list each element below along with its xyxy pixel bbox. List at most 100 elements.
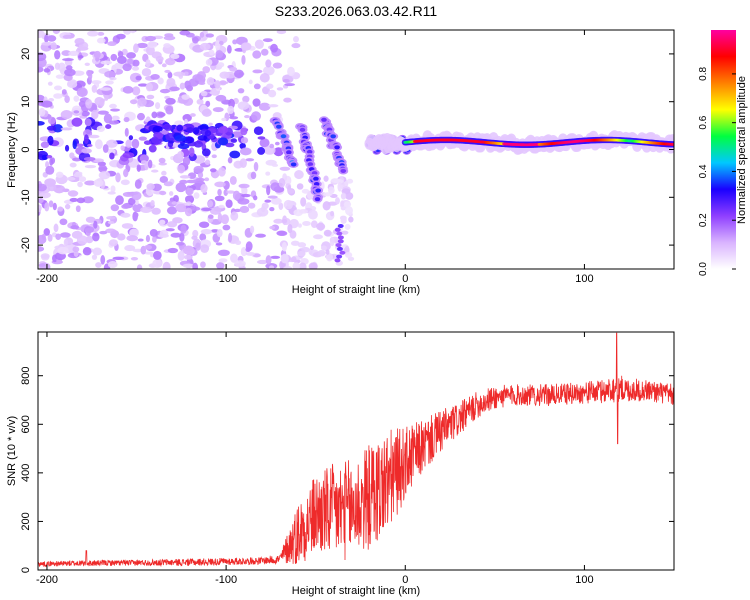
- noise-blob: [337, 182, 343, 192]
- noise-blob: [69, 197, 79, 203]
- noise-blob: [325, 249, 330, 255]
- noise-blob: [179, 30, 191, 36]
- snr-y-tick-label: 400: [20, 464, 32, 482]
- noise-blob: [68, 50, 80, 57]
- spectrogram-y-tick-label: 10: [20, 96, 32, 108]
- noise-blob: [165, 97, 176, 105]
- noise-blob: [330, 210, 335, 217]
- noise-blob: [220, 214, 230, 225]
- noise-blob: [297, 250, 306, 257]
- noise-blob: [282, 79, 290, 83]
- noise-blob: [202, 148, 211, 157]
- stripe-core: [306, 149, 313, 154]
- noise-blob: [261, 48, 269, 56]
- noise-blob: [146, 94, 155, 100]
- colorbar-tick-label: 0.6: [698, 115, 709, 129]
- noise-blob: [110, 53, 118, 62]
- noise-blob: [76, 235, 88, 245]
- noise-blob: [175, 203, 187, 213]
- noise-blob: [91, 80, 102, 85]
- band-blob: [152, 125, 163, 133]
- noise-blob: [60, 110, 73, 120]
- noise-blob: [159, 88, 171, 94]
- noise-blob: [61, 89, 67, 95]
- noise-blob: [227, 105, 235, 115]
- noise-blob: [63, 238, 69, 247]
- noise-blob: [317, 250, 326, 257]
- noise-blob: [251, 111, 261, 122]
- noise-blob: [111, 115, 120, 121]
- noise-blob: [189, 113, 196, 117]
- noise-blob: [272, 62, 283, 69]
- noise-blob: [92, 232, 100, 242]
- noise-blob: [227, 157, 233, 164]
- noise-blob: [193, 192, 200, 199]
- noise-blob: [173, 71, 186, 77]
- noise-blob: [240, 137, 249, 144]
- stripe-core: [290, 162, 297, 167]
- noise-blob: [163, 181, 173, 187]
- noise-blob: [78, 100, 86, 108]
- stripe-tail: [335, 243, 342, 248]
- chart-title: S233.2026.063.03.42.R11: [275, 3, 438, 19]
- noise-blob: [91, 254, 98, 260]
- noise-blob: [197, 171, 204, 179]
- noise-blob: [249, 225, 255, 234]
- snr-x-tick-label: 100: [575, 574, 593, 586]
- noise-blob: [204, 159, 211, 166]
- noise-blob: [174, 120, 184, 127]
- noise-blob: [276, 30, 287, 35]
- noise-blob: [346, 178, 354, 184]
- noise-blob: [78, 55, 84, 59]
- noise-blob: [185, 179, 198, 184]
- noise-blob: [329, 236, 335, 247]
- noise-blob: [212, 107, 224, 113]
- noise-blob: [292, 35, 300, 43]
- noise-blob: [47, 35, 57, 42]
- noise-blob: [273, 147, 284, 157]
- noise-blob: [97, 31, 105, 36]
- stripe-tail: [334, 227, 341, 232]
- noise-blob: [240, 127, 248, 136]
- noise-blob: [74, 38, 85, 45]
- noise-blob: [133, 212, 139, 218]
- noise-blob: [170, 232, 182, 238]
- noise-blob: [296, 183, 304, 190]
- noise-blob: [290, 256, 297, 263]
- noise-blob: [100, 255, 106, 265]
- noise-blob: [241, 42, 252, 51]
- noise-blob: [237, 88, 245, 94]
- noise-blob: [297, 223, 302, 228]
- noise-blob: [122, 191, 135, 197]
- noise-blob: [252, 253, 261, 258]
- noise-blob: [121, 48, 128, 56]
- noise-blob: [209, 206, 222, 215]
- noise-blob: [93, 50, 101, 59]
- snr-y-tick-label: 0: [20, 567, 32, 573]
- noise-blob: [136, 42, 148, 49]
- noise-blob: [85, 216, 96, 223]
- noise-blob: [57, 206, 64, 212]
- noise-blob: [84, 180, 96, 186]
- snr-panel: -200 -100 0 100 0 200 400 600 800 Height of str…: [6, 331, 675, 597]
- noise-blob: [115, 195, 124, 206]
- noise-blob: [124, 127, 129, 137]
- noise-blob: [104, 70, 116, 78]
- noise-blob: [267, 89, 277, 98]
- noise-blob: [268, 104, 279, 108]
- stripe-tail: [336, 246, 343, 251]
- band-blob: [143, 140, 152, 145]
- noise-blob: [81, 148, 92, 154]
- noise-blob: [52, 124, 63, 133]
- noise-blob: [217, 62, 225, 68]
- noise-blob: [110, 108, 121, 112]
- noise-blob: [253, 126, 264, 136]
- noise-blob: [155, 102, 161, 110]
- noise-blob: [130, 30, 136, 34]
- noise-blob: [264, 199, 272, 203]
- noise-blob: [73, 250, 79, 257]
- noise-blob: [161, 63, 167, 68]
- noise-blob: [121, 204, 130, 209]
- noise-blob: [120, 212, 131, 218]
- noise-blob: [116, 55, 127, 64]
